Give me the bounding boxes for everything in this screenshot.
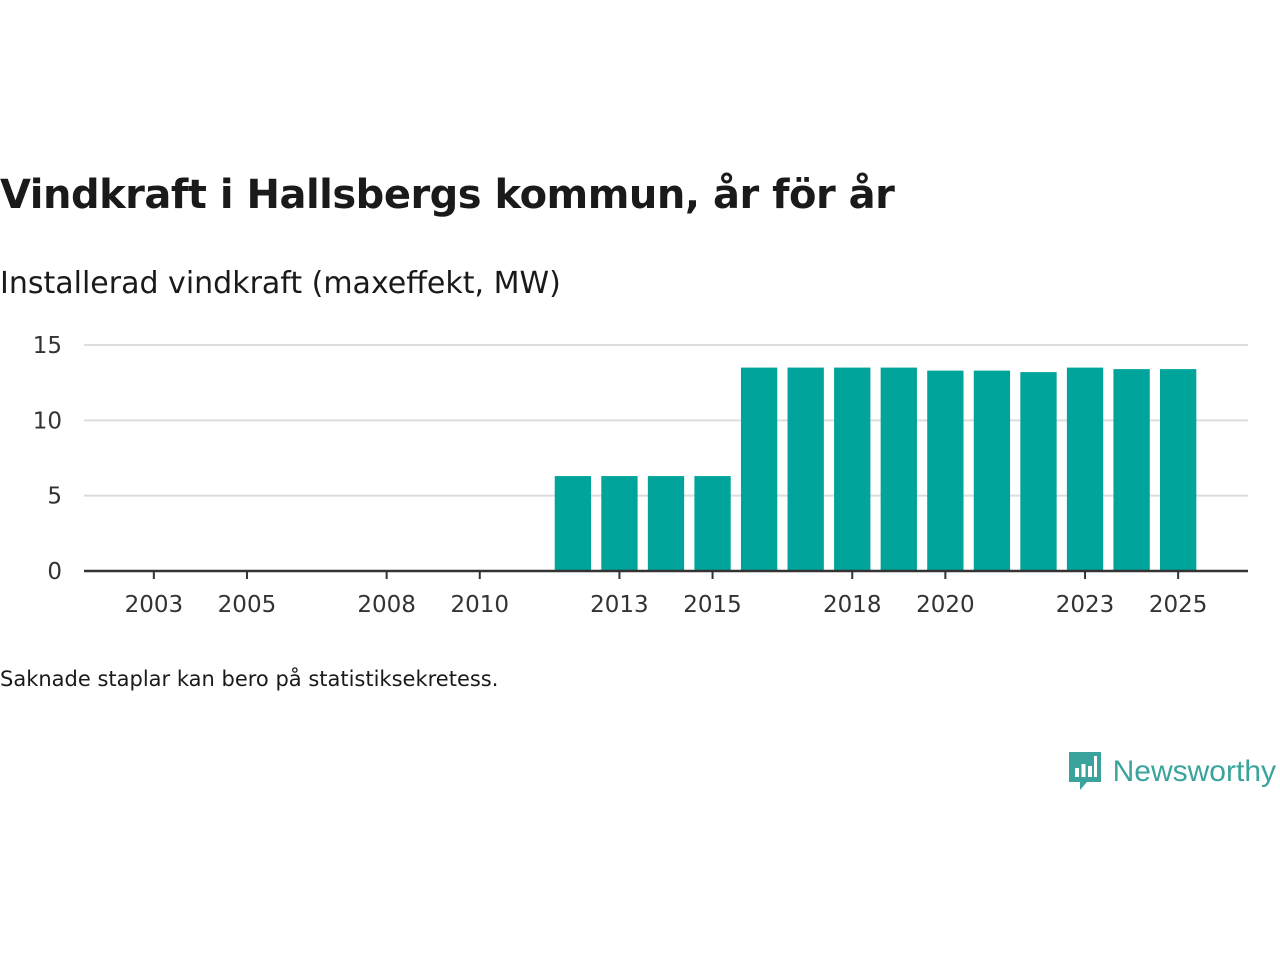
bar-2025 <box>1160 369 1197 571</box>
x-tick-label-2013: 2013 <box>590 592 649 618</box>
y-tick-label-15: 15 <box>33 333 62 359</box>
bar-2014 <box>647 476 685 571</box>
bar-2012 <box>554 476 592 571</box>
x-tick-label-2020: 2020 <box>916 592 975 618</box>
y-tick-label-0: 0 <box>47 559 62 585</box>
bar-2018 <box>834 367 871 571</box>
x-tick-label-2015: 2015 <box>683 592 742 618</box>
bar-chart: 0 5 10 15 2003 2005 2008 2010 2013 2015 2018 2020 20… <box>33 333 1248 618</box>
newsworthy-logo-icon <box>1068 752 1101 790</box>
footnote: Saknade staplar kan bero på statistiksek… <box>0 667 499 691</box>
bar-2013 <box>601 476 638 571</box>
bar-2020 <box>927 370 964 571</box>
x-tick-label-2025: 2025 <box>1149 592 1208 618</box>
bar-2015 <box>694 476 731 571</box>
x-tick-label-2005: 2005 <box>218 592 277 618</box>
brand-name: Newsworthy <box>1112 755 1276 788</box>
bar-2019 <box>880 367 917 571</box>
x-tick-label-2010: 2010 <box>450 592 509 618</box>
x-tick-label-2003: 2003 <box>125 592 184 618</box>
bar-2022 <box>1020 372 1057 571</box>
x-tick-label-2023: 2023 <box>1056 592 1115 618</box>
chart-title: Vindkraft i Hallsbergs kommun, år för år <box>0 172 895 218</box>
bar-2023 <box>1066 367 1104 571</box>
bar-2021 <box>973 370 1011 571</box>
y-tick-label-5: 5 <box>47 484 62 510</box>
x-tick-label-2018: 2018 <box>823 592 882 618</box>
chart-subtitle: Installerad vindkraft (maxeffekt, MW) <box>0 266 561 301</box>
bar-2024 <box>1113 369 1150 571</box>
bar-2017 <box>787 367 824 571</box>
brand-logo: Newsworthy <box>1067 750 1276 794</box>
bar-2016 <box>740 367 778 571</box>
y-tick-label-10: 10 <box>33 408 62 434</box>
x-tick-label-2008: 2008 <box>357 592 416 618</box>
